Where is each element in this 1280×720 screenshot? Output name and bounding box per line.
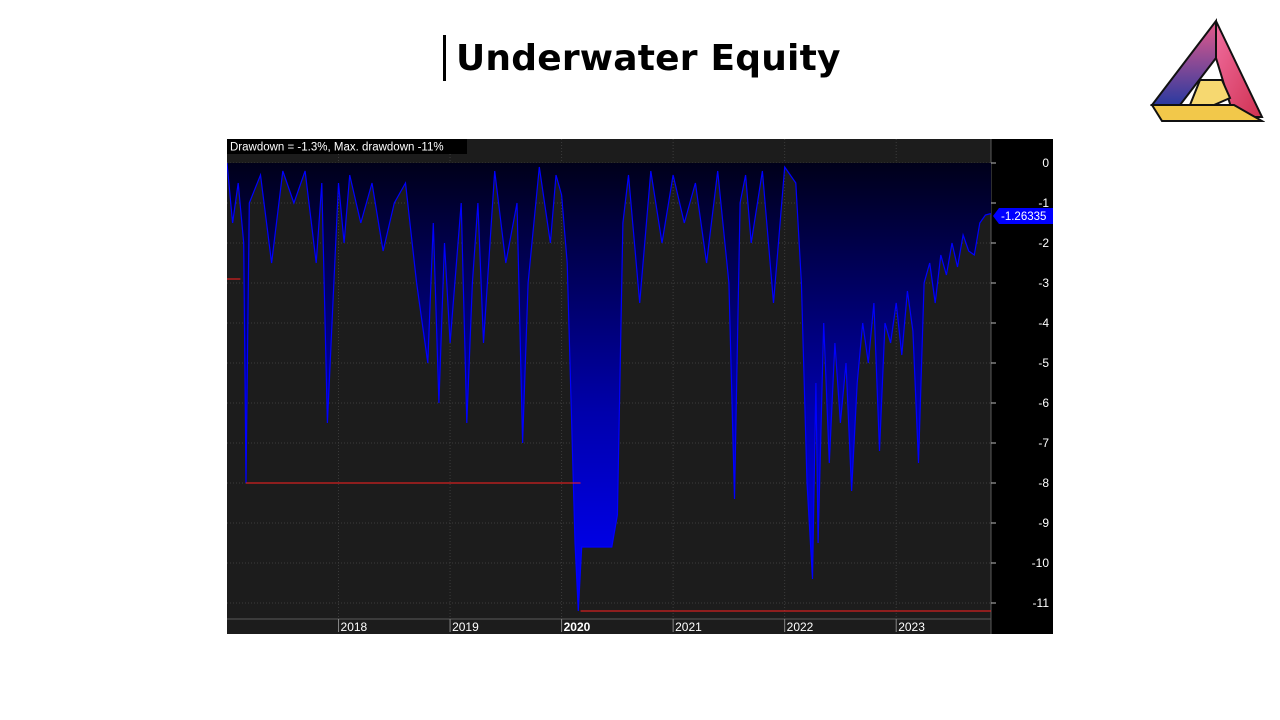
y-tick-label: -1 bbox=[1038, 196, 1049, 210]
x-tick-label: 2020 bbox=[564, 620, 591, 634]
x-axis-ticks: 2018 2019 2020 2021 2022 2023 bbox=[338, 619, 925, 634]
y-tick-label: -7 bbox=[1038, 436, 1049, 450]
max-drawdown-line bbox=[227, 278, 991, 612]
y-tick-label: -6 bbox=[1038, 396, 1049, 410]
header-label-bg bbox=[227, 139, 467, 154]
current-value-label: -1.26335 bbox=[1001, 211, 1046, 223]
y-tick-label: -9 bbox=[1038, 516, 1049, 530]
x-tick-label: 2019 bbox=[452, 620, 479, 634]
page-title: Underwater Equity bbox=[456, 37, 841, 79]
title-accent-bar bbox=[443, 35, 446, 81]
triangle-logo-icon bbox=[1150, 18, 1265, 122]
underwater-equity-chart: 0-1-2-3-4-5-6-7-8-9-10-11 2018 2019 2020 20… bbox=[227, 139, 1053, 634]
x-tick-label: 2021 bbox=[675, 620, 702, 634]
title-block: Underwater Equity bbox=[443, 34, 841, 82]
y-tick-label: -3 bbox=[1038, 276, 1049, 290]
drawdown-line bbox=[227, 162, 992, 612]
y-tick-label: -2 bbox=[1038, 236, 1049, 250]
y-axis-ticks: 0 -1 -2 -3 -4 -5 -6 -7 -8 -9 -10 -11 bbox=[991, 156, 1049, 610]
x-tick-label: 2022 bbox=[787, 620, 814, 634]
y-tick-label: 0 bbox=[1042, 156, 1049, 170]
current-value-badge: -1.26335 bbox=[993, 208, 1053, 224]
x-tick-label: 2023 bbox=[898, 620, 925, 634]
y-tick-label: -10 bbox=[1032, 556, 1050, 570]
y-tick-label: -4 bbox=[1038, 316, 1049, 330]
drawdown-fill bbox=[227, 163, 991, 611]
x-axis-band bbox=[227, 619, 991, 634]
y-tick-label: -8 bbox=[1038, 476, 1049, 490]
y-tick-label: -11 bbox=[1033, 596, 1050, 610]
chart-header: Drawdown = -1.3%, Max. drawdown -11% bbox=[230, 142, 444, 154]
x-tick-label: 2018 bbox=[341, 620, 368, 634]
y-tick-label: -5 bbox=[1038, 356, 1049, 370]
drawdown-area bbox=[227, 162, 992, 612]
